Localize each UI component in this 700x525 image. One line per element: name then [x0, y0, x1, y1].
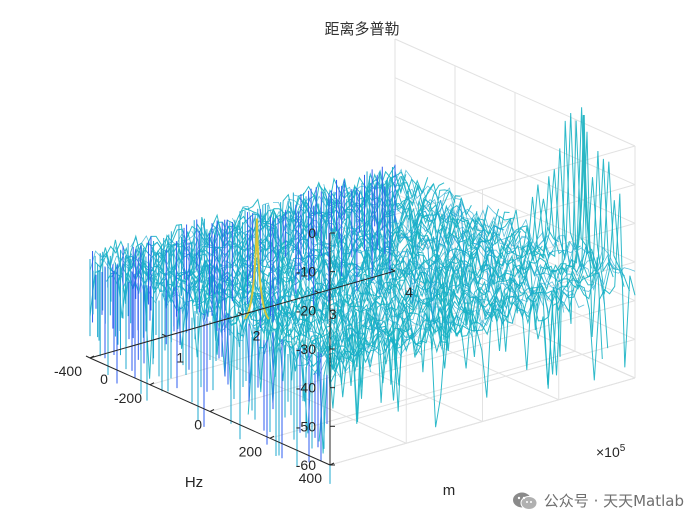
z-tick-label: -60 [296, 457, 316, 473]
z-tick-label: -10 [296, 264, 316, 280]
surface-column [130, 237, 372, 373]
z-tick-label: -20 [296, 302, 316, 318]
z-tick-label: -40 [296, 380, 316, 396]
peak-1 [244, 218, 270, 320]
y-tick [89, 355, 95, 359]
surface-row [111, 176, 418, 330]
tick-labels: 0 1 2 3 4 -400 -200 0 200 400-60 -50 -40 -30 -20 -10 0 [54, 225, 413, 486]
surface-column [364, 176, 605, 305]
y-tick [149, 382, 155, 386]
x-tick [85, 355, 91, 359]
watermark-text: 公众号 · 天天Matlab [543, 492, 684, 510]
surface-column [252, 211, 494, 329]
wechat-icon [512, 492, 538, 510]
z-tick-label: -30 [296, 341, 316, 357]
x-tick-label: 4 [405, 284, 413, 300]
chart-title: 距离多普勒 [324, 20, 399, 38]
y-axis-label: Hz [185, 474, 203, 491]
y-tick-label: -400 [54, 363, 82, 379]
surface-column [89, 250, 331, 376]
x-tick-label: 3 [329, 306, 337, 322]
surface-column [333, 179, 575, 308]
surface-row [242, 196, 549, 371]
z-tick-label: -50 [296, 418, 316, 434]
y-tick [209, 409, 215, 412]
grid-line [329, 377, 636, 466]
surface-row [116, 178, 423, 310]
surface-column [171, 232, 412, 357]
peak-2 [570, 114, 597, 271]
y-tick-label: 0 [194, 417, 202, 433]
x-tick-label: 2 [253, 328, 261, 344]
watermark: 公众号 · 天天Matlab [512, 490, 684, 511]
surface-column [323, 184, 565, 313]
surface-mesh [89, 107, 636, 484]
x-tick [390, 268, 396, 272]
surface-column [374, 169, 616, 286]
surface-column [120, 249, 361, 363]
surface-column [231, 218, 473, 338]
peak-markers [244, 114, 597, 320]
z-tick-label: 0 [308, 225, 316, 241]
surface-column [282, 198, 524, 321]
surface-column [181, 227, 422, 356]
y-tick-label: -200 [114, 390, 142, 406]
surface-column [354, 185, 595, 293]
surface-column [343, 186, 585, 308]
surface-row [329, 193, 636, 385]
surface-column [140, 235, 382, 364]
axes-frame [85, 232, 396, 466]
x-tick-label: 1 [176, 349, 184, 365]
surface-column [303, 196, 544, 307]
y-tick-label: 200 [239, 443, 263, 459]
surface-column [313, 192, 555, 314]
x-tick [162, 333, 167, 337]
surface-column [191, 221, 433, 341]
x-tick [238, 312, 243, 315]
y-tick-label: 400 [299, 470, 323, 486]
y-tick [269, 435, 275, 439]
x-tick [314, 290, 319, 294]
x-axis-label: m [443, 482, 456, 499]
surface-row [247, 184, 554, 415]
surface-column [109, 246, 351, 373]
x-exponent-label: ×105 [596, 443, 626, 460]
x-tick-label: 0 [100, 371, 108, 387]
